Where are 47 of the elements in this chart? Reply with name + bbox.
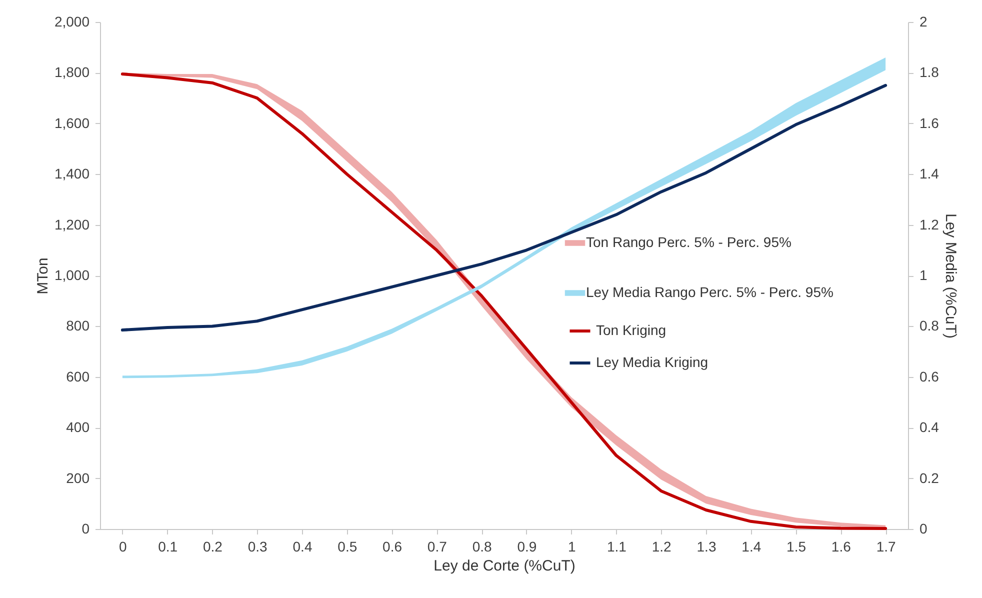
- y-tick-label: 600: [66, 368, 90, 384]
- y-tick-label: 2,000: [54, 14, 90, 30]
- x-tick-label: 1.7: [876, 538, 896, 554]
- legend-label: Ley Media Kriging: [596, 354, 708, 370]
- x-tick-label: 1.4: [742, 538, 762, 554]
- y2-tick-label: 1.2: [920, 216, 940, 232]
- y2-tick-label: 1.6: [920, 114, 940, 131]
- x-tick-label: 1.1: [606, 538, 627, 554]
- y-tick-label: 1,200: [54, 216, 90, 232]
- x-tick-label: 1.2: [652, 538, 672, 554]
- y-tick-label: 1,600: [54, 114, 90, 131]
- y2-tick-label: 0.2: [920, 470, 940, 486]
- legend-label: Ton Kriging: [596, 322, 666, 338]
- y-tick-label: 1,400: [54, 166, 90, 182]
- y-tick-label: 1,800: [54, 64, 90, 80]
- x-axis-title: Ley de Corte (%CuT): [434, 558, 576, 574]
- x-tick-label: 0.8: [472, 538, 492, 554]
- y2-tick-label: 2: [920, 14, 928, 30]
- y-tick-label: 200: [66, 470, 90, 486]
- y2-axis-title: Ley Media (%CuT): [942, 213, 959, 339]
- y2-tick-label: 0.6: [920, 368, 940, 384]
- y2-tick-label: 0: [920, 520, 928, 536]
- x-tick-label: 0.6: [382, 538, 402, 554]
- x-tick-label: 1.3: [696, 538, 716, 554]
- y2-tick-label: 0.4: [920, 419, 940, 436]
- x-tick-label: 0.9: [517, 538, 537, 554]
- x-tick-label: 0.4: [292, 538, 312, 554]
- x-tick-label: 1.5: [786, 538, 806, 554]
- y2-tick-label: 1.4: [920, 166, 940, 182]
- y-tick-label: 0: [82, 520, 90, 536]
- x-tick-label: 0.1: [158, 538, 178, 554]
- legend-label: Ton Rango Perc. 5% - Perc. 95%: [586, 234, 792, 250]
- x-tick-label: 1.6: [831, 538, 852, 554]
- x-tick-label: 1: [568, 538, 576, 554]
- x-tick-label: 0: [119, 538, 128, 554]
- y2-tick-label: 1.8: [920, 64, 940, 80]
- x-tick-label: 0.7: [427, 538, 448, 554]
- x-tick-label: 0.5: [338, 538, 358, 554]
- y-tick-label: 400: [66, 419, 90, 436]
- y-tick-label: 800: [66, 318, 90, 334]
- y2-tick-label: 1: [920, 267, 928, 283]
- y-tick-label: 1,000: [54, 267, 90, 283]
- y-axis-title: MTon: [34, 258, 52, 294]
- legend-label: Ley Media Rango Perc. 5% - Perc. 95%: [586, 284, 834, 300]
- x-tick-label: 0.2: [202, 538, 223, 554]
- y2-tick-label: 0.8: [920, 318, 940, 334]
- x-tick-label: 0.3: [248, 538, 268, 554]
